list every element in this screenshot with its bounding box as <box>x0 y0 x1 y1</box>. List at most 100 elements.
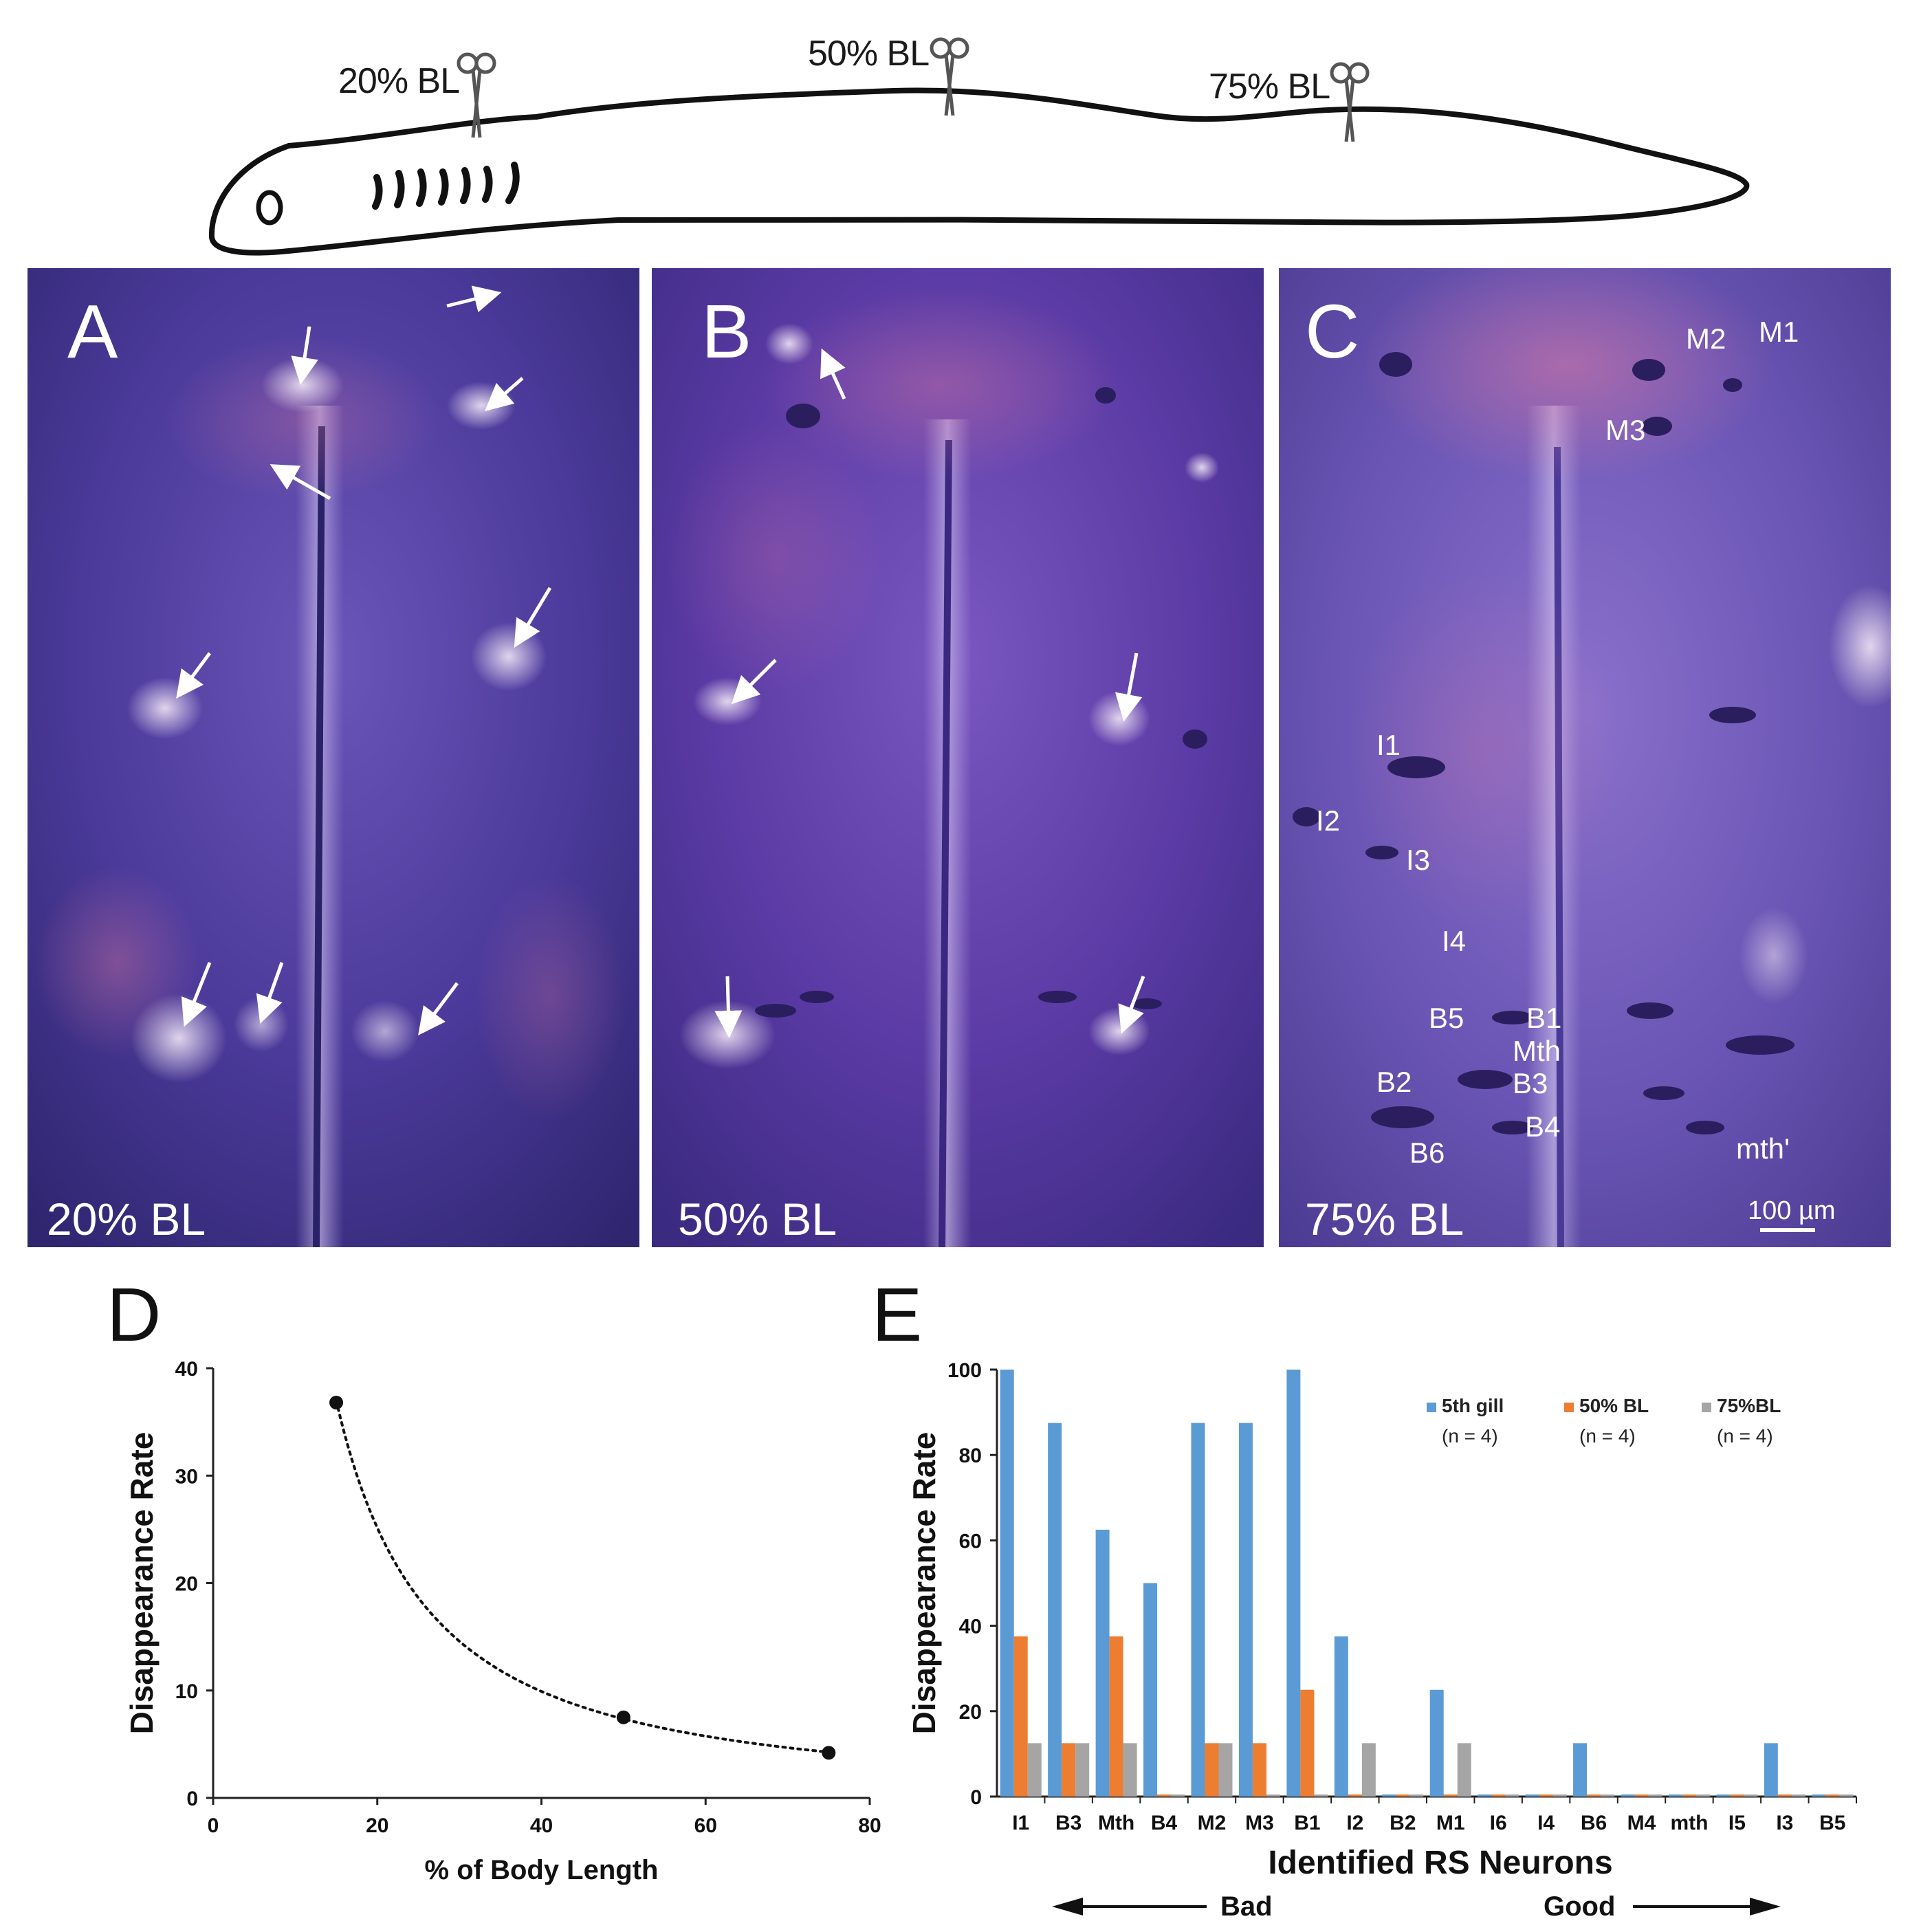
bar <box>1382 1794 1396 1797</box>
micrograph-panel-a: A 20% BL <box>28 268 639 1247</box>
bar <box>1361 1743 1376 1797</box>
y-tick-label: 0 <box>970 1786 982 1809</box>
panel-level-b: 50% BL <box>678 1194 837 1244</box>
bar <box>1730 1794 1744 1797</box>
bar <box>1825 1794 1840 1797</box>
bar <box>1266 1794 1280 1797</box>
x-tick-label: 60 <box>694 1814 717 1837</box>
panel-letter-e: E <box>872 1273 923 1357</box>
x-tick-label: 20 <box>366 1814 388 1837</box>
lamprey-outline <box>208 87 1750 256</box>
chart-e: 0 20 40 60 80 100 I1 B3 Mth B4 M2 M3 B1 I2 B2 M1 I6 I4 B6 M… <box>894 1348 1898 1929</box>
category-label: I1 <box>1012 1812 1029 1834</box>
bar <box>1027 1743 1042 1797</box>
neuron-label: B3 <box>1513 1067 1548 1099</box>
category-label: B6 <box>1581 1812 1607 1834</box>
y-tick-label: 10 <box>175 1680 198 1703</box>
category-label: I2 <box>1346 1812 1363 1834</box>
bar <box>1143 1583 1158 1797</box>
bar <box>1171 1794 1185 1797</box>
bar <box>1314 1794 1328 1797</box>
lamprey-schematic: 20% BL 50% BL 75% BL <box>0 0 1910 268</box>
neuron-label: B4 <box>1525 1110 1561 1143</box>
category-label: Mth <box>1098 1812 1134 1834</box>
bar <box>1218 1743 1233 1797</box>
y-tick-label: 40 <box>175 1358 198 1381</box>
legend-swatch <box>1702 1403 1711 1412</box>
bar <box>1457 1743 1471 1797</box>
arrow-left-label: Bad <box>1220 1891 1273 1922</box>
y-tick-label: 100 <box>947 1359 982 1382</box>
neuron-label: M1 <box>1759 316 1799 348</box>
bar <box>1601 1794 1615 1797</box>
panel-level-a: 20% BL <box>47 1194 206 1244</box>
neuron-label: I4 <box>1442 925 1467 957</box>
bar <box>1429 1689 1444 1797</box>
bar <box>1764 1743 1778 1797</box>
neuron-label: I2 <box>1316 804 1341 837</box>
x-tick-label: 40 <box>530 1814 553 1837</box>
category-label: B4 <box>1151 1812 1178 1834</box>
category-label: I4 <box>1537 1812 1555 1834</box>
scissors-icon <box>457 37 1370 142</box>
legend-n: (n = 4) <box>1442 1425 1498 1447</box>
legend-label: 50% BL <box>1579 1395 1649 1416</box>
legend-swatch <box>1427 1403 1436 1412</box>
legend-swatch <box>1564 1403 1574 1412</box>
y-tick-label: 40 <box>959 1616 982 1638</box>
bar <box>1478 1794 1492 1797</box>
y-tick-label: 0 <box>186 1788 198 1810</box>
x-axis-title: Identified RS Neurons <box>1268 1845 1612 1881</box>
bar <box>1109 1636 1123 1797</box>
bar <box>1334 1636 1348 1797</box>
bar <box>1621 1794 1635 1797</box>
bar <box>1812 1794 1826 1797</box>
arrow-right-icon <box>1750 1898 1781 1915</box>
category-label: M3 <box>1245 1812 1274 1834</box>
bar <box>1668 1794 1682 1797</box>
scale-bar-label: 100 µm <box>1748 1196 1836 1225</box>
panel-letter-a: A <box>67 289 118 374</box>
bar <box>1573 1743 1588 1797</box>
y-axis-title: Disappearance Rate <box>124 1432 160 1735</box>
bar <box>1695 1794 1710 1797</box>
bar <box>1443 1794 1458 1797</box>
y-tick-label: 30 <box>175 1465 198 1488</box>
bar <box>1839 1794 1854 1797</box>
neuron-label: B6 <box>1409 1137 1445 1169</box>
neuron-label: B2 <box>1376 1066 1412 1098</box>
category-label: B3 <box>1055 1812 1082 1834</box>
neuron-label: M3 <box>1605 414 1646 446</box>
chart-d: 0 10 20 30 40 0 20 40 60 80 % of Body Length Disapp… <box>103 1348 908 1898</box>
legend-n: (n = 4) <box>1717 1425 1773 1447</box>
bar <box>1525 1794 1539 1797</box>
bar <box>1396 1794 1410 1797</box>
category-label: I6 <box>1490 1812 1507 1834</box>
bar <box>1348 1794 1362 1797</box>
bar <box>1300 1689 1315 1797</box>
micrograph-panel-b: B 50% BL <box>652 268 1264 1247</box>
bar <box>1013 1636 1028 1797</box>
y-tick-label: 20 <box>959 1701 982 1724</box>
neuron-label: mth' <box>1736 1132 1790 1165</box>
legend-label: 75%BL <box>1717 1395 1781 1416</box>
neuron-label: B5 <box>1429 1002 1464 1034</box>
bar <box>1716 1794 1731 1797</box>
bar <box>1682 1794 1696 1797</box>
bar <box>1791 1794 1805 1797</box>
bar <box>1648 1794 1662 1797</box>
x-tick-label: 0 <box>208 1814 219 1837</box>
arrow-right-label: Good <box>1544 1891 1615 1922</box>
cut-label-50: 50% BL <box>808 34 930 74</box>
y-tick-label: 20 <box>175 1573 198 1596</box>
neuron-label: I3 <box>1406 844 1431 876</box>
x-axis-title: % of Body Length <box>425 1855 659 1885</box>
category-label: mth <box>1670 1812 1708 1834</box>
y-axis-title: Disappearance Rate <box>906 1432 942 1735</box>
data-point <box>329 1396 344 1409</box>
category-label: B5 <box>1819 1812 1845 1834</box>
category-label: I5 <box>1728 1812 1746 1834</box>
legend-label: 5th gill <box>1442 1395 1504 1416</box>
bar <box>1634 1794 1649 1797</box>
category-label: I3 <box>1776 1812 1793 1834</box>
